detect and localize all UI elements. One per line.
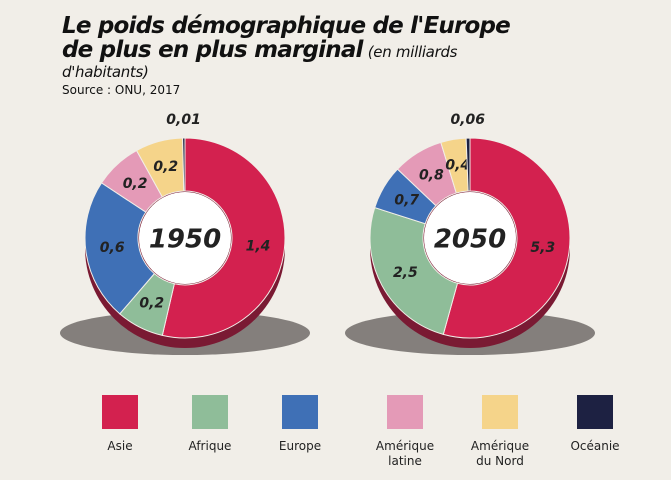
data-label: 2,5 [393,265,418,281]
slice [161,137,286,339]
data-label: 1,4 [246,238,271,254]
legend-label: Océanie [570,439,620,453]
legend-swatch [577,395,613,429]
data-label: 0,06 [450,112,485,128]
center-label: 1950 [149,225,221,255]
legend-swatch [102,395,138,429]
legend-label: Asie [107,439,133,453]
legend-item: Amérique latine [360,395,450,469]
chart-title: Le poids démographique de l'Europe de pl… [62,13,511,63]
center-label: 2050 [434,225,506,255]
legend-swatch [482,395,518,429]
legend-item: Amérique du Nord [455,395,545,469]
slice [465,137,471,192]
data-label: 0,2 [153,159,178,175]
legend-label: Europe [278,439,322,453]
data-label: 0,2 [139,296,164,312]
legend-item: Océanie [550,395,640,454]
legend-swatch [282,395,318,429]
legend-item: Afrique [165,395,255,454]
legend-item: Europe [255,395,345,454]
slice [369,206,459,335]
legend-item: Asie [75,395,165,454]
legend-swatch [192,395,228,429]
slice [442,137,571,339]
title-block: Le poids démographique de l'Europe de pl… [62,14,532,81]
legend-label: Amérique latine [375,439,435,468]
source: Source : ONU, 2017 [62,83,181,97]
legend-label: Afrique [188,439,232,453]
data-label: 5,3 [530,240,555,256]
data-label: 0,7 [394,193,419,209]
slice [182,137,186,192]
donut-hole [424,192,516,284]
donut-hole [139,192,231,284]
data-label: 0,01 [166,112,201,128]
slice [84,182,156,315]
data-label: 0,4 [445,158,470,174]
data-label: 0,2 [123,176,148,192]
chart-subtitle: (en milliards d'habitants) [62,43,458,81]
legend-swatch [387,395,423,429]
header: Le poids démographique de l'Europe de pl… [62,14,542,97]
legend-label: Amérique du Nord [470,439,530,468]
data-label: 0,6 [100,240,125,256]
data-label: 0,8 [419,167,444,183]
